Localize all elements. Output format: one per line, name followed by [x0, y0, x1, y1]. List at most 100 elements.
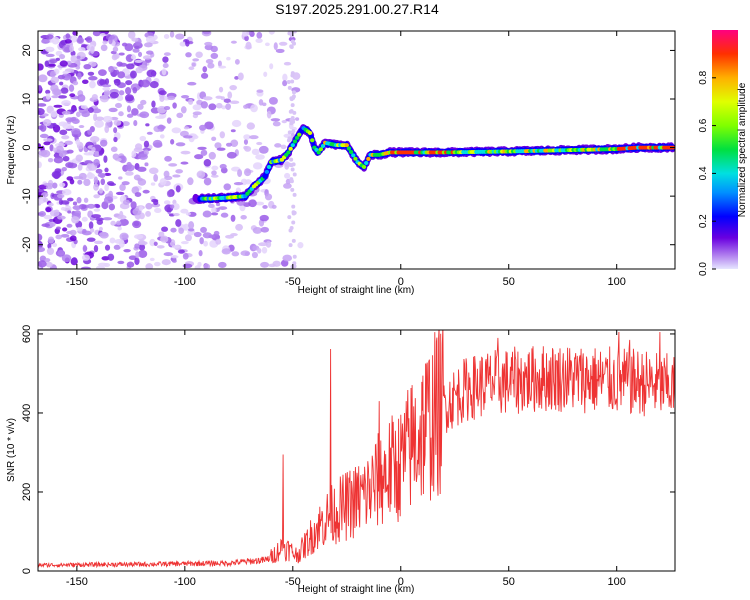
spectrogram-noise-blob	[200, 226, 207, 234]
spectrogram-noise-blob	[126, 261, 135, 268]
spectrogram-noise-blob	[290, 167, 295, 172]
spectrogram-noise-blob	[69, 235, 77, 242]
spectrogram-noise-blob	[51, 95, 59, 99]
spectrogram-ridge-peak	[316, 150, 321, 155]
spectrogram-noise-blob	[225, 142, 233, 147]
spectrogram-noise-blob	[217, 60, 222, 68]
spectrogram-noise-blob	[66, 223, 73, 228]
spectrogram-noise-blob	[61, 135, 70, 140]
spectrogram-noise-blob	[89, 136, 100, 143]
spectrogram-noise-blob	[291, 94, 296, 99]
spectrogram-noise-blob	[69, 45, 74, 53]
spectrogram-noise-blob	[135, 143, 143, 150]
spectrogram-noise-blob	[125, 80, 133, 86]
spectrogram-ridge-peak	[297, 132, 302, 137]
spectrogram-noise-blob	[41, 38, 50, 44]
figure-title: S197.2025.291.00.27.R14	[275, 1, 439, 17]
spectrogram-noise-blob	[187, 81, 197, 86]
spectrogram-noise-blob	[208, 203, 215, 209]
spectrogram-noise-blob	[172, 174, 181, 178]
spectrogram-noise-blob	[92, 108, 102, 114]
spectrogram-noise-blob	[113, 244, 121, 250]
spectrogram-noise-blob	[230, 129, 236, 133]
snr-panel: -150 -100 -50 0 50 100 0 200 400 600 Height of s…	[6, 325, 676, 595]
spectrogram-noise-blob	[85, 36, 93, 43]
snr-x-tick-label: 50	[503, 576, 515, 588]
spectrogram-noise-blob	[62, 70, 69, 75]
spectrogram-noise-blob	[195, 51, 203, 58]
spectrogram-marks	[38, 31, 675, 269]
spectrogram-noise-blob	[94, 120, 104, 128]
spectrogram-noise-blob	[179, 41, 187, 47]
spectrogram-noise-blob	[173, 213, 180, 217]
spectrogram-noise-blob	[263, 71, 268, 77]
spectrogram-noise-blob	[102, 86, 111, 91]
spectrogram-noise-blob	[138, 244, 146, 251]
spectrogram-noise-blob	[231, 251, 240, 257]
spectrogram-noise-blob	[91, 214, 101, 219]
spectrogram-noise-blob	[230, 214, 236, 222]
spectrogram-noise-blob	[102, 40, 108, 45]
spectrogram-noise-blob	[149, 257, 155, 262]
spectrogram-noise-blob	[140, 99, 147, 106]
spectrogram-noise-blob	[256, 31, 263, 39]
spectrogram-noise-blob	[93, 244, 99, 253]
spectrogram-noise-blob	[75, 139, 81, 145]
spectrogram-noise-blob	[62, 227, 68, 232]
spectrogram-noise-blob	[225, 103, 231, 111]
spectrogram-noise-blob	[69, 69, 75, 73]
spectrogram-noise-blob	[104, 244, 111, 251]
spectrogram-noise-blob	[286, 79, 291, 84]
spectrogram-noise-blob	[122, 199, 130, 205]
spectrogram-ridge-peak	[361, 165, 367, 169]
spectrogram-noise-blob	[91, 94, 98, 100]
spectrogram-noise-blob	[229, 85, 238, 91]
spectrogram-noise-blob	[150, 182, 156, 186]
spectrogram-noise-blob	[38, 108, 45, 116]
spectrogram-noise-blob	[48, 221, 56, 227]
spectrogram-noise-blob	[146, 50, 154, 55]
spectrogram-noise-blob	[161, 68, 167, 76]
spectrogram-noise-blob	[118, 90, 125, 96]
colorbar: 0.0 0.2 0.4 0.6 0.8 Normalized spectral ampl…	[698, 30, 748, 276]
spectrogram-noise-blob	[118, 52, 125, 56]
spectrogram-ridge-peak	[346, 146, 352, 151]
spectrogram-noise-blob	[159, 134, 165, 139]
spectrogram-noise-blob	[72, 205, 82, 211]
spectrogram-noise-blob	[121, 121, 130, 127]
spectrogram-noise-blob	[38, 211, 46, 217]
spectrogram-noise-blob	[244, 146, 252, 152]
spectrogram-noise-blob	[65, 33, 71, 39]
spectrogram-ridge-peak	[320, 143, 326, 148]
spectrogram-noise-blob	[59, 60, 68, 67]
spectrogram-noise-blob	[193, 231, 202, 238]
spectrogram-noise-blob	[215, 202, 221, 207]
spectrogram-noise-blob	[130, 55, 137, 60]
spectrogram-noise-blob	[197, 146, 207, 151]
spectrogram-noise-blob	[252, 162, 263, 170]
spectrogram-noise-blob	[100, 139, 108, 147]
spectrogram-noise-blob	[200, 149, 208, 156]
spectrogram-x-tick-label: -50	[285, 276, 301, 288]
spectrogram-noise-blob	[243, 134, 251, 140]
spectrogram-noise-blob	[159, 178, 167, 186]
spectrogram-noise-blob	[42, 119, 52, 127]
spectrogram-noise-blob	[163, 170, 170, 178]
spectrogram-noise-blob	[282, 73, 288, 82]
spectrogram-noise-blob	[243, 104, 249, 109]
spectrogram-noise-blob	[275, 48, 285, 53]
spectrogram-noise-blob	[83, 197, 89, 203]
spectrogram-noise-blob	[61, 254, 72, 263]
spectrogram-noise-blob	[208, 103, 217, 111]
spectrogram-noise-blob	[208, 151, 216, 160]
spectrogram-noise-blob	[38, 161, 42, 169]
spectrogram-noise-blob	[52, 122, 57, 128]
spectrogram-noise-blob	[126, 105, 132, 113]
spectrogram-noise-blob	[38, 233, 43, 242]
spectrogram-noise-blob	[50, 70, 56, 78]
spectrogram-noise-blob	[136, 177, 143, 182]
spectrogram-noise-blob	[94, 240, 104, 245]
spectrogram-noise-blob	[138, 153, 148, 160]
spectrogram-noise-blob	[137, 166, 147, 172]
spectrogram-noise-blob	[76, 197, 82, 204]
